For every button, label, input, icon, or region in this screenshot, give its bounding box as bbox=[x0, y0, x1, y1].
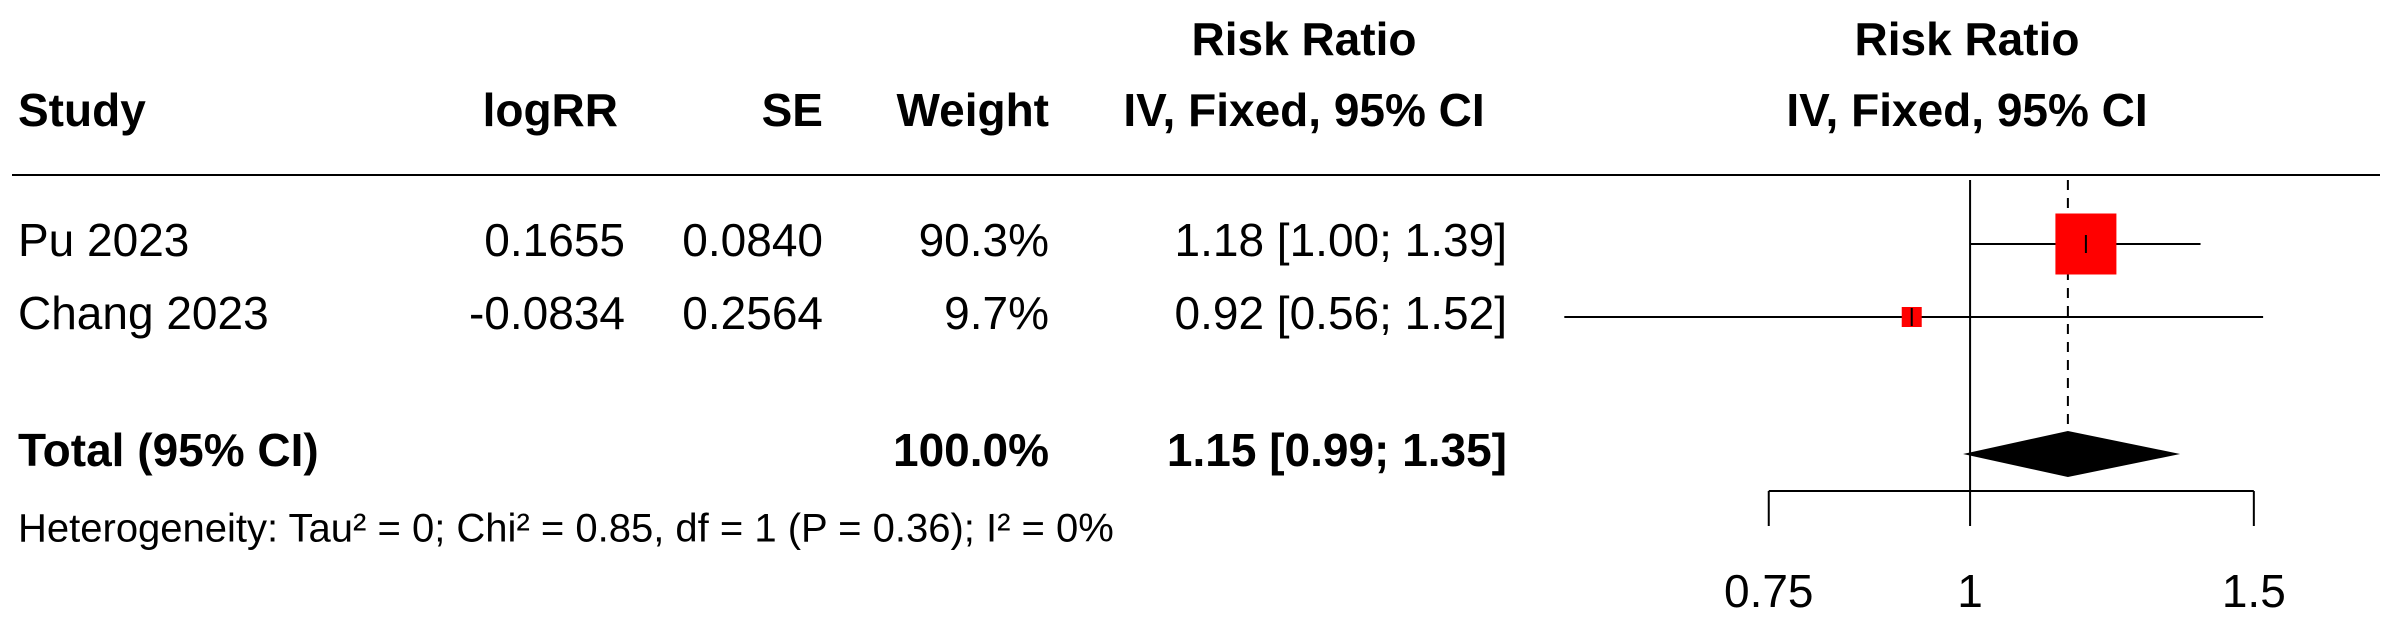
header-effect: Risk Ratio bbox=[1192, 13, 1417, 65]
heterogeneity: Heterogeneity: Tau² = 0; Chi² = 0.85, df… bbox=[18, 507, 1114, 551]
x-tick-label: 1.5 bbox=[2222, 565, 2286, 617]
header-weight: Weight bbox=[897, 84, 1049, 136]
plot-header-method: IV, Fixed, 95% CI bbox=[1786, 84, 2147, 136]
pooled-diamond bbox=[1963, 431, 2181, 477]
total-weight: 100.0% bbox=[893, 424, 1049, 476]
study-name: Pu 2023 bbox=[18, 214, 189, 266]
header-study: Study bbox=[18, 84, 146, 136]
logrr: 0.1655 bbox=[484, 214, 625, 266]
header-se: SE bbox=[762, 84, 823, 136]
header-logrr: logRR bbox=[483, 84, 618, 136]
study-name: Chang 2023 bbox=[18, 287, 269, 339]
x-tick-label: 0.75 bbox=[1724, 565, 1814, 617]
header-effect-method: IV, Fixed, 95% CI bbox=[1123, 84, 1484, 136]
x-tick-label: 1 bbox=[1957, 565, 1983, 617]
plot-header: Risk Ratio bbox=[1855, 13, 2080, 65]
weight: 90.3% bbox=[919, 214, 1049, 266]
total-ci-label: 1.15 [0.99; 1.35] bbox=[1167, 424, 1507, 476]
total-name: Total (95% CI) bbox=[18, 424, 319, 476]
se: 0.2564 bbox=[682, 287, 823, 339]
se: 0.0840 bbox=[682, 214, 823, 266]
logrr: -0.0834 bbox=[469, 287, 625, 339]
weight: 9.7% bbox=[944, 287, 1049, 339]
ci-label: 1.18 [1.00; 1.39] bbox=[1175, 214, 1508, 266]
ci-label: 0.92 [0.56; 1.52] bbox=[1175, 287, 1508, 339]
